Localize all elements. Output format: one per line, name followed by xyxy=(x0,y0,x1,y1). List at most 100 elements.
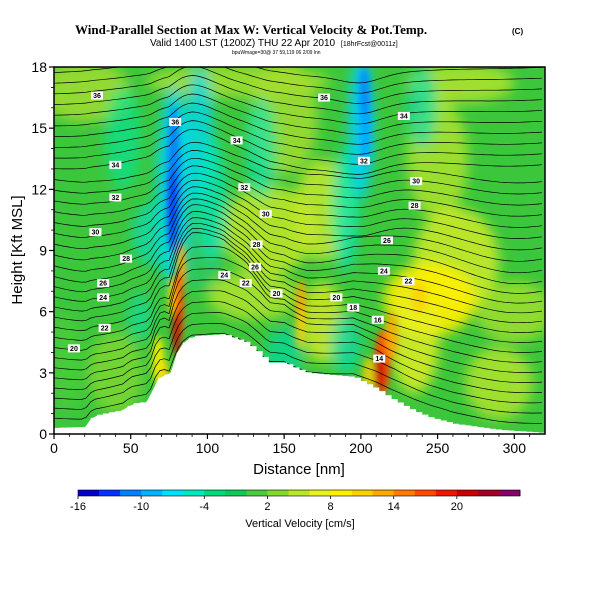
isentrope-line xyxy=(54,150,542,195)
isentrope-label-text: 28 xyxy=(411,203,419,210)
colorbar-tick-label: -16 xyxy=(70,501,86,513)
isentrope-label-text: 28 xyxy=(253,242,261,249)
colorbar-swatch xyxy=(288,490,311,496)
isentrope-label-bg xyxy=(98,323,111,332)
isentrope-label: 36 xyxy=(318,93,331,102)
isentrope-label-bg xyxy=(250,240,263,249)
isentrope-line xyxy=(54,84,542,125)
isentrope-label: 24 xyxy=(97,293,110,302)
isentrope-line xyxy=(54,279,542,373)
isentrope-label: 30 xyxy=(259,209,272,218)
isentrope-line xyxy=(54,257,542,353)
isentrope-line xyxy=(54,67,542,94)
isentrope-label-bg xyxy=(371,315,384,324)
colorbar: -16 -10 -4 2 8 14 20 xyxy=(70,489,521,513)
field-blob xyxy=(475,281,545,343)
isentrope-label-text: 20 xyxy=(70,346,78,353)
isentrope-label: 32 xyxy=(238,183,251,192)
field-core xyxy=(297,307,305,349)
field-blob xyxy=(330,313,361,375)
field-blob xyxy=(87,332,143,414)
isentrope-line xyxy=(54,128,542,175)
isentrope-label-text: 30 xyxy=(92,230,100,237)
isentrope-label-text: 22 xyxy=(405,279,413,286)
x-tick-label: 300 xyxy=(503,440,527,456)
isentrope-label-bg xyxy=(89,228,102,237)
isentrope-label-text: 32 xyxy=(240,185,248,192)
isentrope-label-bg xyxy=(90,91,103,100)
isentrope-lines xyxy=(54,67,542,424)
isentrope-label: 20 xyxy=(270,289,283,298)
isentrope-label: 26 xyxy=(249,262,262,271)
isentrope-label-text: 22 xyxy=(101,325,109,332)
isentrope-line xyxy=(54,120,542,165)
isentrope-label-text: 32 xyxy=(360,158,368,165)
y-tick-label: 15 xyxy=(31,120,47,136)
chart-title: Wind-Parallel Section at Max W: Vertical… xyxy=(75,22,427,37)
isentrope-label-bg xyxy=(120,254,133,263)
isentrope-label: 34 xyxy=(230,136,243,145)
isentrope-label-text: 20 xyxy=(273,291,281,298)
y-tick-label: 0 xyxy=(39,426,47,442)
isentrope-line xyxy=(54,222,542,314)
isentrope-line xyxy=(54,323,542,414)
isentrope-label-text: 24 xyxy=(99,295,107,302)
isentrope-label-bg xyxy=(169,118,182,127)
isentrope-line xyxy=(54,165,542,217)
field-core xyxy=(385,311,398,361)
isentrope-label-bg xyxy=(373,354,386,363)
x-tick-label: 50 xyxy=(123,440,139,456)
field-blob xyxy=(54,67,131,123)
isentrope-label-text: 20 xyxy=(332,295,340,302)
isentrope-label-text: 30 xyxy=(412,179,420,186)
x-tick-label: 150 xyxy=(272,440,296,456)
isentrope-line xyxy=(54,312,542,404)
isentrope-label-text: 18 xyxy=(349,305,357,312)
isentrope-label: 24 xyxy=(377,266,390,275)
field-blob xyxy=(390,291,440,394)
isentrope-label-bg xyxy=(270,289,283,298)
isentrope-line xyxy=(54,111,542,155)
isentrope-line xyxy=(54,93,542,135)
colorbar-swatch xyxy=(183,490,205,496)
terrain xyxy=(54,334,545,434)
y-tick-label: 3 xyxy=(39,365,47,381)
field-blob xyxy=(331,148,360,271)
isentrope-label-text: 28 xyxy=(122,256,130,263)
isentrope-line xyxy=(54,268,542,363)
colorbar-swatch xyxy=(498,490,521,496)
colorbar-swatch xyxy=(414,490,437,496)
isentrope-label: 26 xyxy=(97,279,110,288)
isentrope-label: 30 xyxy=(410,177,423,186)
isentrope-label-bg xyxy=(377,266,390,275)
field-core xyxy=(167,168,177,251)
subtitle-extra: [18hrFcst@0011z] xyxy=(341,41,398,48)
isentrope-label-bg xyxy=(249,262,262,271)
x-axis: 0 50 100 150 200 250 300 xyxy=(50,434,531,456)
isentrope-label-bg xyxy=(109,160,122,169)
field-blob xyxy=(222,185,315,275)
isentrope-label: 34 xyxy=(397,111,410,120)
isentrope-line xyxy=(54,204,542,285)
isentrope-label-text: 34 xyxy=(400,113,408,120)
colorbar-swatch xyxy=(225,490,247,496)
subtitle-main: Valid 1400 LST (1200Z) THU 22 Apr 2010 xyxy=(150,38,336,49)
chart-subtitle: Valid 1400 LST (1200Z) THU 22 Apr 2010 [… xyxy=(150,38,398,49)
isentrope-label: 32 xyxy=(357,156,370,165)
isentrope-label: 22 xyxy=(402,277,415,286)
colorbar-tick-label: 2 xyxy=(264,501,270,513)
chart-title-mark: (C) xyxy=(512,27,523,36)
isentrope-label: 22 xyxy=(239,279,252,288)
colorbar-swatch xyxy=(456,490,479,496)
isentrope-line xyxy=(54,67,542,104)
isentrope-line xyxy=(54,141,542,184)
isentrope-label-text: 36 xyxy=(93,93,101,100)
isentrope-label-bg xyxy=(408,201,421,210)
isentrope-label-bg xyxy=(67,344,80,353)
isentrope-label: 20 xyxy=(330,293,343,302)
isentrope-line xyxy=(54,217,542,304)
colorbar-tick-label: -10 xyxy=(133,501,149,513)
isentrope-label: 22 xyxy=(98,323,111,332)
isentrope-labels: 36 36 36 34 34 34 32 30 32 32 28 30 30 28 26 28 26 24 24 22… xyxy=(67,91,423,363)
isentrope-line xyxy=(54,192,542,262)
